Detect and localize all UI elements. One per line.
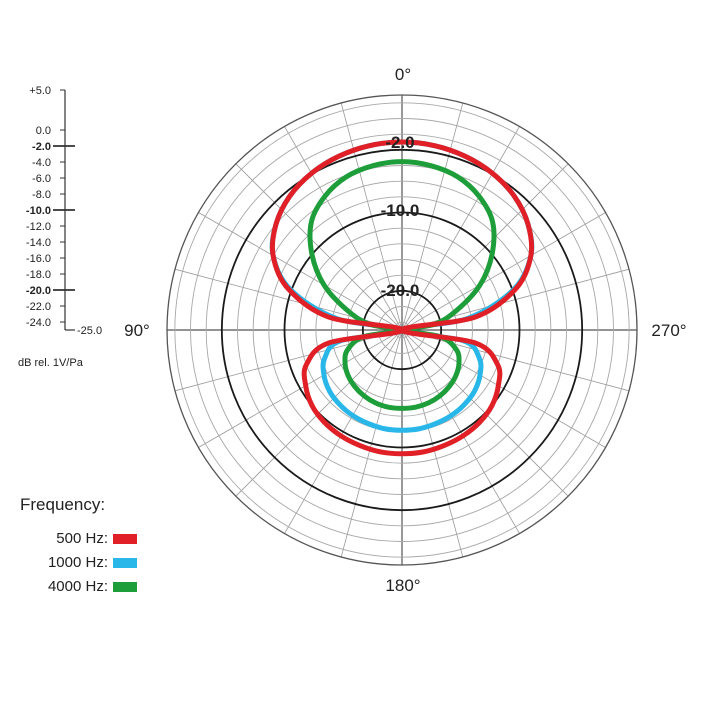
- angle-label-90: 90°: [124, 321, 150, 340]
- series-line-500hz: [269, 139, 535, 457]
- ring-label-minus-20: -20.0: [381, 281, 420, 300]
- angle-label-270: 270°: [651, 321, 686, 340]
- grid-ring: [174, 102, 630, 558]
- legend-label-500hz: 500 Hz:: [56, 530, 108, 547]
- angle-labels: 0° 90° 180° 270°: [124, 65, 686, 595]
- grid-ring: [315, 243, 489, 417]
- legend: Frequency: 500 Hz: 1000 Hz: 4000 Hz:: [20, 495, 137, 595]
- scale-tick-label: -20.0: [26, 285, 51, 297]
- polar-curves: [269, 139, 535, 457]
- scale-tick-label: -22.0: [26, 301, 51, 313]
- scale-tick-label: -25.0: [77, 325, 102, 337]
- ring-label-minus-10: -10.0: [381, 201, 420, 220]
- grid-ring: [378, 306, 426, 354]
- scale-tick-label: -14.0: [26, 237, 51, 249]
- grid-ring-emphasized: [220, 148, 584, 512]
- grid-ring-emphasized: [361, 289, 443, 371]
- unit-label: dB rel. 1V/Pa: [18, 357, 84, 369]
- legend-label-4000hz: 4000 Hz:: [48, 578, 108, 595]
- grid-ring: [237, 165, 567, 495]
- legend-swatch-1000hz: [113, 558, 137, 568]
- ring-label-minus-2: -2.0: [385, 133, 414, 152]
- scale-tick-label: +5.0: [29, 85, 51, 97]
- angle-label-180: 180°: [385, 576, 420, 595]
- scale-tick-label: -12.0: [26, 221, 51, 233]
- scale-tick-label: -18.0: [26, 269, 51, 281]
- grid-ring: [252, 180, 552, 480]
- scale-tick-label: -8.0: [32, 189, 51, 201]
- legend-label-1000hz: 1000 Hz:: [48, 554, 108, 571]
- scale-tick-label: -16.0: [26, 253, 51, 265]
- legend-swatch-4000hz: [113, 582, 137, 592]
- grid-ring: [346, 274, 458, 386]
- scale-tick-label: -2.0: [32, 141, 51, 153]
- grid-ring-emphasized: [283, 211, 521, 449]
- grid-ring: [268, 196, 536, 464]
- ring-labels: -2.0 -10.0 -20.0: [381, 133, 420, 300]
- grid-ring: [205, 133, 599, 527]
- angle-label-0: 0°: [395, 65, 411, 84]
- legend-swatch-500hz: [113, 534, 137, 544]
- grid-ring: [190, 118, 614, 542]
- series-line-4000hz: [307, 159, 497, 411]
- scale-tick-label: -6.0: [32, 173, 51, 185]
- scale-tick-label: -4.0: [32, 157, 51, 169]
- scale-tick-label: -10.0: [26, 205, 51, 217]
- grid-ring: [331, 259, 473, 401]
- db-scale: +5.0 0.0 -2.0 -4.0 -6.0 -8.0 -10.0 -12.0 -14.0 -1…: [26, 85, 102, 337]
- grid-ring-outer: [166, 94, 638, 566]
- scale-tick-label: 0.0: [36, 125, 51, 137]
- legend-title: Frequency:: [20, 495, 105, 514]
- scale-tick-label: -24.0: [26, 317, 51, 329]
